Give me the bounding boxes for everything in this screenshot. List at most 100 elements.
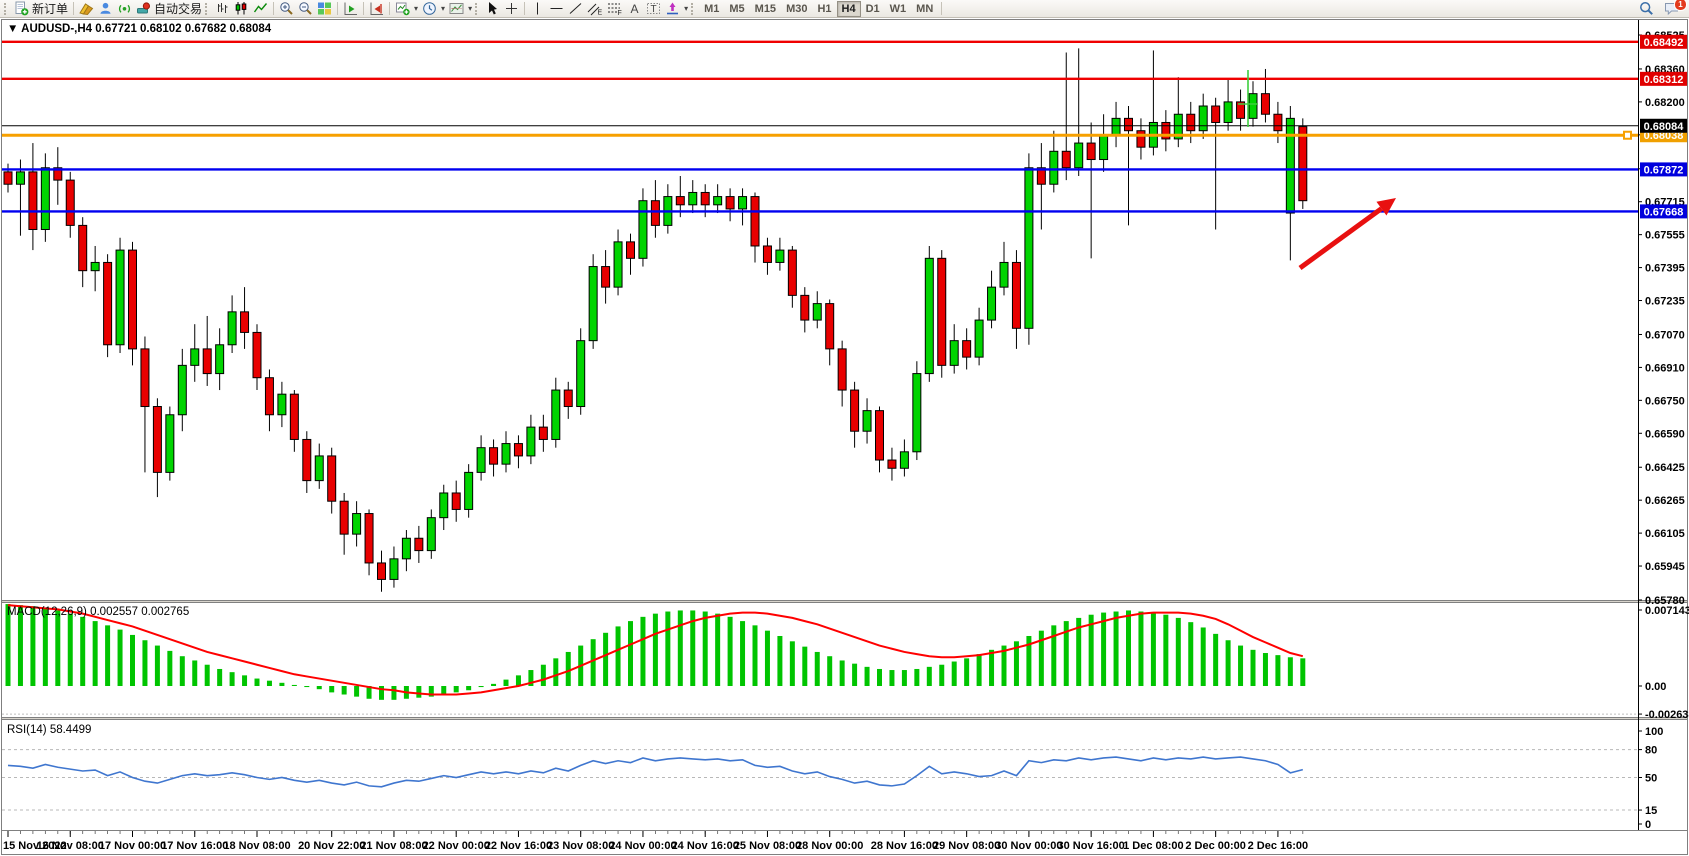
template-chart-icon [449, 3, 464, 14]
svg-text:24 Nov 00:00: 24 Nov 00:00 [609, 840, 676, 852]
auto-trading-icon [137, 2, 151, 14]
new-order-icon [15, 1, 29, 16]
svg-text:22 Nov 16:00: 22 Nov 16:00 [485, 840, 552, 852]
tile-windows-button[interactable] [315, 1, 334, 17]
separator [524, 2, 526, 15]
notifications-button[interactable]: 1 [1662, 0, 1687, 17]
timeframe-h4[interactable]: H4 [836, 0, 861, 17]
svg-text:30 Nov 16:00: 30 Nov 16:00 [1058, 840, 1125, 852]
vertical-line-tool-button[interactable] [528, 1, 547, 17]
chart-shift-button[interactable] [367, 1, 386, 17]
cross-marker[interactable] [1238, 70, 1258, 127]
svg-text:15 Nov 2022: 15 Nov 2022 [3, 840, 67, 852]
templates-button[interactable]: ▾ [447, 1, 474, 17]
search-icon [1640, 2, 1653, 15]
price-badge-resistance-2: 0.68312 [1640, 71, 1687, 86]
cursor-tool-button[interactable] [483, 1, 502, 17]
chart-canvas[interactable]: 0.685250.683600.682000.680400.678750.677… [0, 18, 1689, 856]
fibonacci-tool-button[interactable]: F [605, 1, 625, 17]
market-watch-button[interactable] [77, 1, 96, 17]
svg-text:RSI(14) 58.4499: RSI(14) 58.4499 [7, 724, 91, 736]
svg-text:0.68038: 0.68038 [1644, 130, 1684, 142]
horizontal-line-tool-button[interactable] [547, 1, 566, 17]
zoom-in-icon [280, 2, 293, 15]
trendline-tool-button[interactable] [566, 1, 585, 17]
community-button[interactable] [96, 1, 115, 17]
auto-trading-button[interactable]: 自动交易 [134, 1, 204, 17]
chart-title[interactable]: ▼ AUDUSD-,H4 0.67721 0.68102 0.67682 0.6… [7, 23, 272, 35]
rsi-line-layer [7, 756, 1303, 788]
cursor-icon [489, 2, 498, 15]
clock-icon [423, 2, 436, 15]
new-chart-icon [396, 2, 410, 16]
separator [389, 2, 391, 15]
toolbar-grip[interactable] [691, 2, 696, 15]
crosshair-icon [506, 3, 518, 14]
timeframe-d1[interactable]: D1 [865, 2, 880, 15]
timeframe-h1[interactable]: H1 [817, 2, 832, 15]
svg-text:A: A [631, 2, 639, 16]
search-button[interactable] [1637, 1, 1656, 17]
svg-text:17 Nov 00:00: 17 Nov 00:00 [99, 840, 166, 852]
chart-window[interactable]: 0.685250.683600.682000.680400.678750.677… [0, 18, 1689, 856]
timeframe-w1[interactable]: W1 [889, 2, 907, 15]
bar-chart-mode-button[interactable] [213, 1, 232, 17]
hline-pivot-orange[interactable] [2, 130, 1638, 140]
periods-button[interactable]: ▾ [420, 1, 447, 17]
toolbar-grip[interactable] [205, 2, 210, 15]
svg-text:23 Nov 08:00: 23 Nov 08:00 [547, 840, 614, 852]
toolbar-grip[interactable] [475, 2, 480, 15]
zoom-in-button[interactable] [277, 1, 296, 17]
timeframe-m5[interactable]: M5 [729, 2, 745, 15]
vertical-line-icon [537, 2, 539, 15]
svg-text:0: 0 [1645, 819, 1651, 831]
svg-text:0.65945: 0.65945 [1645, 561, 1685, 573]
auto-trading-label: 自动交易 [154, 2, 203, 16]
macd-label: MACD(12,26,9) 0.002557 0.002765 [7, 606, 189, 618]
svg-text:0.00: 0.00 [1645, 681, 1666, 693]
label-tool-button[interactable]: T [644, 1, 663, 17]
svg-text:0.66750: 0.66750 [1645, 395, 1685, 407]
text-tool-button[interactable]: A [625, 1, 644, 17]
svg-text:0.68200: 0.68200 [1645, 97, 1685, 109]
separator [73, 2, 75, 15]
auto-scroll-button[interactable] [341, 1, 360, 17]
candles-layer [3, 48, 1308, 592]
dropdown-caret: ▾ [684, 4, 689, 13]
svg-text:17 Nov 16:00: 17 Nov 16:00 [161, 840, 228, 852]
text-a-icon: A [631, 2, 639, 16]
new-order-button[interactable]: 新订单 [12, 1, 70, 17]
timeframe-m15[interactable]: M15 [754, 2, 777, 15]
candlestick-mode-button[interactable] [232, 1, 251, 17]
toolbar-grip[interactable] [4, 2, 9, 15]
separator [941, 2, 943, 15]
horizontal-line-icon [550, 8, 563, 9]
svg-text:0.66265: 0.66265 [1645, 495, 1685, 507]
dropdown-caret: ▾ [468, 4, 473, 13]
trendline-icon [569, 3, 582, 14]
channel-tool-button[interactable]: E [585, 1, 605, 17]
candlestick-icon [235, 2, 247, 15]
line-chart-mode-button[interactable] [251, 1, 270, 17]
crosshair-tool-button[interactable] [502, 1, 521, 17]
bar-chart-icon [218, 3, 228, 13]
signals-button[interactable] [115, 1, 134, 17]
timeframe-m30[interactable]: M30 [786, 2, 808, 15]
price-badge-current: 0.68084 [1640, 118, 1687, 133]
price-badge-resistance-1: 0.68492 [1640, 34, 1687, 49]
new-chart-button[interactable]: ▾ [393, 1, 420, 17]
svg-text:16 Nov 08:00: 16 Nov 08:00 [37, 840, 104, 852]
trend-arrow[interactable] [1298, 198, 1396, 271]
timeframe-m1[interactable]: M1 [704, 2, 720, 15]
new-order-label: 新订单 [32, 2, 69, 16]
svg-text:0.67070: 0.67070 [1645, 329, 1685, 341]
price-badge-support-1: 0.67872 [1640, 162, 1687, 177]
zoom-out-button[interactable] [296, 1, 315, 17]
svg-text:0.67555: 0.67555 [1645, 230, 1685, 242]
svg-text:28 Nov 16:00: 28 Nov 16:00 [871, 840, 938, 852]
svg-text:▼ AUDUSD-,H4 0.67721 0.68102: ▼ AUDUSD-,H4 0.67721 0.68102 0.67682 0.6… [7, 23, 272, 35]
arrows-tool-button[interactable]: ▾ [663, 1, 690, 17]
timeframe-mn[interactable]: MN [916, 2, 934, 15]
svg-text:0.66910: 0.66910 [1645, 362, 1685, 374]
